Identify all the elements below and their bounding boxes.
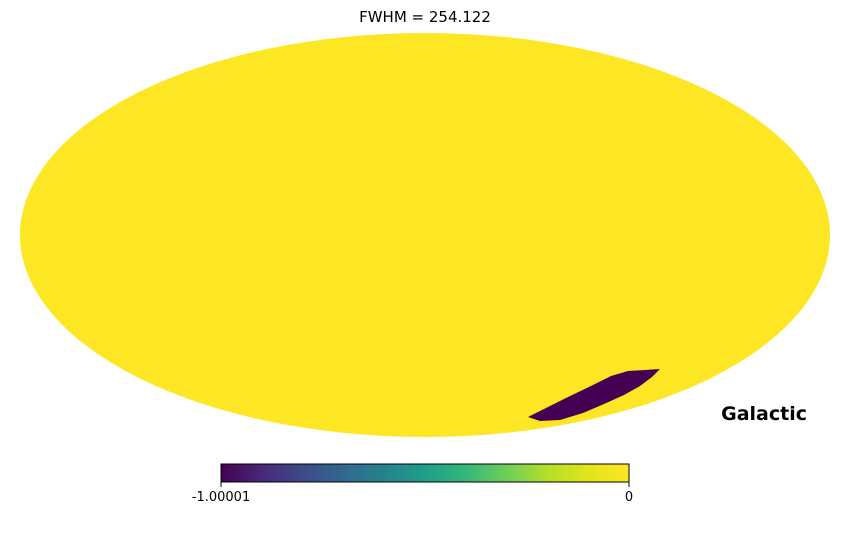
coord-system-label: Galactic [721, 403, 807, 425]
colorbar-max-label: 0 [625, 490, 633, 505]
chart-title: FWHM = 254.122 [359, 8, 491, 26]
mollweide-sky-map [20, 33, 830, 437]
colorbar-min-label: -1.00001 [192, 490, 250, 505]
masked-region [528, 369, 660, 421]
colorbar [220, 463, 630, 483]
